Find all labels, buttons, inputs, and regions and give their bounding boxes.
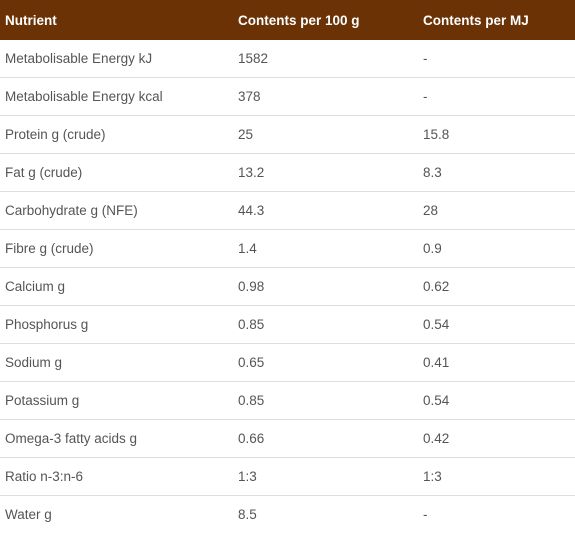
table-row: Fibre g (crude) 1.4 0.9 [0,229,575,268]
cell-per-100g: 1.4 [233,229,418,268]
cell-per-mj: 0.54 [418,305,575,344]
cell-per-mj: - [418,77,575,116]
cell-nutrient: Potassium g [0,381,233,420]
table-row: Carbohydrate g (NFE) 44.3 28 [0,191,575,230]
cell-nutrient: Ratio n-3:n-6 [0,457,233,496]
cell-nutrient: Omega-3 fatty acids g [0,419,233,458]
cell-per-100g: 0.85 [233,381,418,420]
table-row: Sodium g 0.65 0.41 [0,343,575,382]
table-row: Water g 8.5 - [0,496,575,533]
cell-nutrient: Protein g (crude) [0,115,233,154]
cell-nutrient: Fibre g (crude) [0,229,233,268]
table-row: Ratio n-3:n-6 1:3 1:3 [0,457,575,496]
cell-nutrient: Calcium g [0,267,233,306]
cell-per-mj: 0.62 [418,267,575,306]
table-row: Phosphorus g 0.85 0.54 [0,305,575,344]
table-row: Metabolisable Energy kcal 378 - [0,77,575,116]
cell-nutrient: Carbohydrate g (NFE) [0,191,233,230]
table-row: Calcium g 0.98 0.62 [0,267,575,306]
cell-nutrient: Metabolisable Energy kJ [0,40,233,78]
cell-per-100g: 8.5 [238,507,257,522]
cell-per-100g: 0.98 [233,267,418,306]
cell-per-100g: 25 [233,115,418,154]
cell-per-100g: 378 [233,77,418,116]
header-per-100g: Contents per 100 g [233,0,418,40]
cell-nutrient: Phosphorus g [0,305,233,344]
cell-per-100g: 1582 [233,40,418,78]
cell-per-mj: - [423,507,428,522]
header-row: Nutrient Contents per 100 g Contents per… [0,0,575,40]
table-row: Omega-3 fatty acids g 0.66 0.42 [0,419,575,458]
cell-per-mj: 0.42 [418,419,575,458]
table-header: Nutrient Contents per 100 g Contents per… [0,0,575,40]
table-body: Metabolisable Energy kJ 1582 - Metabolis… [0,40,575,533]
cell-per-100g: 0.66 [233,419,418,458]
cell-per-100g: 1:3 [233,457,418,496]
cell-nutrient: Sodium g [0,343,233,382]
cell-per-mj: 15.8 [418,115,575,154]
cell-per-100g: 0.65 [233,343,418,382]
cell-per-mj: - [418,40,575,78]
table-row: Fat g (crude) 13.2 8.3 [0,153,575,192]
cell-per-100g: 13.2 [233,153,418,192]
cell-per-mj: 0.41 [418,343,575,382]
cell-per-mj: 8.3 [418,153,575,192]
table-row: Protein g (crude) 25 15.8 [0,115,575,154]
cell-per-mj: 0.9 [418,229,575,268]
cell-nutrient: Water g [5,507,52,522]
cell-nutrient: Metabolisable Energy kcal [0,77,233,116]
cell-per-100g: 44.3 [233,191,418,230]
cell-per-mj: 28 [418,191,575,230]
header-nutrient: Nutrient [0,0,233,40]
cell-per-mj: 1:3 [418,457,575,496]
table-row: Potassium g 0.85 0.54 [0,381,575,420]
table-row: Metabolisable Energy kJ 1582 - [0,40,575,78]
cell-per-mj: 0.54 [418,381,575,420]
cell-nutrient: Fat g (crude) [0,153,233,192]
cell-per-100g: 0.85 [233,305,418,344]
header-per-mj: Contents per MJ [418,0,575,40]
